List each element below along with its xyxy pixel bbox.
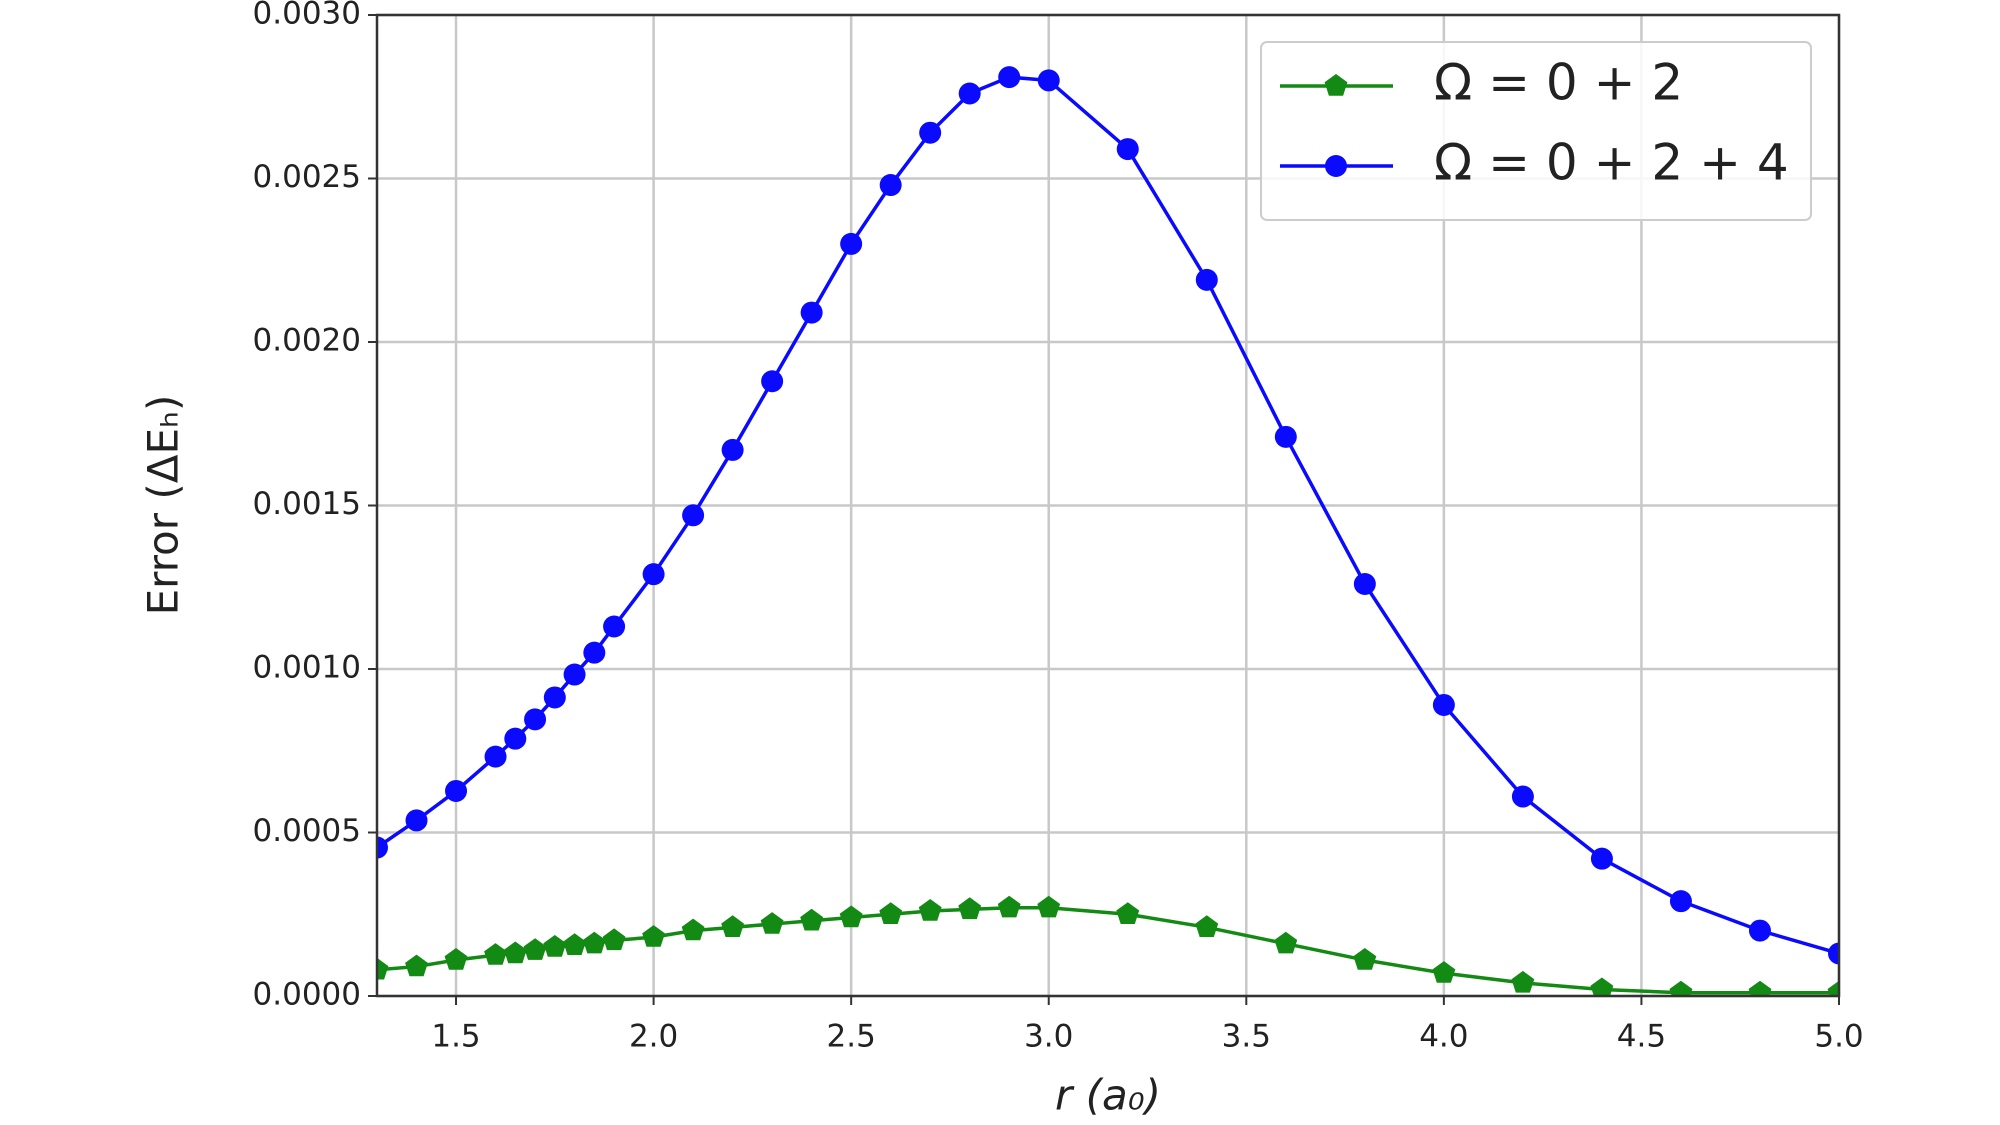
marker (602, 928, 626, 951)
y-tick-label: 0.0015 (253, 486, 361, 522)
legend-label: Ω = 0 + 2 (1434, 54, 1683, 112)
y-axis-label: Error (ΔEₕ) (139, 395, 188, 616)
marker (1590, 847, 1613, 870)
marker (1353, 948, 1377, 970)
marker (958, 82, 981, 105)
marker (582, 931, 606, 954)
marker (1325, 155, 1347, 177)
y-tick-label: 0.0010 (253, 650, 361, 686)
marker (760, 912, 784, 934)
marker (1116, 902, 1140, 924)
marker (1748, 980, 1772, 996)
marker (484, 943, 507, 965)
marker (1037, 895, 1061, 918)
y-tick-label: 0.0000 (253, 977, 361, 1013)
x-axis-label: r (a₀) (1055, 1071, 1161, 1120)
marker (563, 933, 586, 955)
marker (1432, 693, 1455, 716)
marker (504, 727, 527, 750)
marker (563, 663, 586, 686)
marker (543, 686, 566, 709)
marker (503, 941, 527, 964)
marker (1511, 785, 1534, 808)
marker (800, 301, 823, 324)
marker (682, 504, 705, 527)
marker (583, 641, 606, 664)
marker (484, 745, 507, 768)
marker (840, 232, 863, 255)
plot-area (377, 66, 1839, 996)
marker (1432, 961, 1456, 983)
marker (1116, 138, 1139, 161)
marker (405, 809, 428, 832)
x-tick-label: 5.0 (1814, 1019, 1863, 1055)
marker (721, 438, 744, 461)
x-tick-label: 1.5 (431, 1019, 480, 1055)
marker (377, 836, 388, 859)
marker (523, 938, 547, 960)
marker (405, 954, 428, 977)
legend-label: Ω = 0 + 2 + 4 (1434, 134, 1789, 192)
legend-box (1260, 41, 1812, 221)
marker (524, 708, 547, 731)
marker (1828, 942, 1839, 965)
marker (603, 615, 626, 638)
marker (958, 897, 982, 920)
marker (445, 779, 468, 802)
marker (839, 905, 863, 928)
marker (800, 908, 824, 931)
marker (1590, 977, 1614, 996)
marker (1037, 69, 1060, 92)
x-tick-label: 3.5 (1222, 1019, 1271, 1055)
marker (642, 925, 665, 947)
marker (1827, 980, 1839, 996)
x-tick-label: 3.0 (1024, 1019, 1073, 1055)
y-tick-label: 0.0005 (253, 813, 361, 849)
marker (997, 895, 1021, 918)
marker (1669, 980, 1693, 996)
marker (761, 370, 784, 393)
marker (918, 899, 942, 921)
marker (919, 121, 942, 144)
marker (1669, 890, 1692, 913)
marker (1195, 268, 1218, 291)
marker (543, 935, 567, 957)
marker (1748, 919, 1771, 942)
marker (1274, 931, 1298, 954)
x-tick-label: 2.5 (827, 1019, 876, 1055)
x-tick-label: 4.0 (1419, 1019, 1468, 1055)
marker (681, 918, 705, 941)
plot-frame (375, 13, 1841, 998)
marker (1353, 572, 1376, 595)
marker (1324, 74, 1348, 96)
y-tick-label: 0.0030 (253, 0, 361, 32)
x-tick-label: 2.0 (629, 1019, 678, 1055)
marker (1274, 425, 1297, 448)
marker (879, 174, 902, 197)
marker (444, 948, 468, 970)
marker (1195, 915, 1219, 937)
y-tick-label: 0.0025 (253, 159, 361, 195)
marker (879, 902, 903, 924)
marker (998, 66, 1021, 89)
marker (1511, 970, 1535, 993)
marker (642, 563, 665, 586)
y-tick-label: 0.0020 (253, 323, 361, 359)
marker (377, 957, 389, 980)
marker (721, 915, 744, 937)
x-tick-label: 4.5 (1617, 1019, 1666, 1055)
